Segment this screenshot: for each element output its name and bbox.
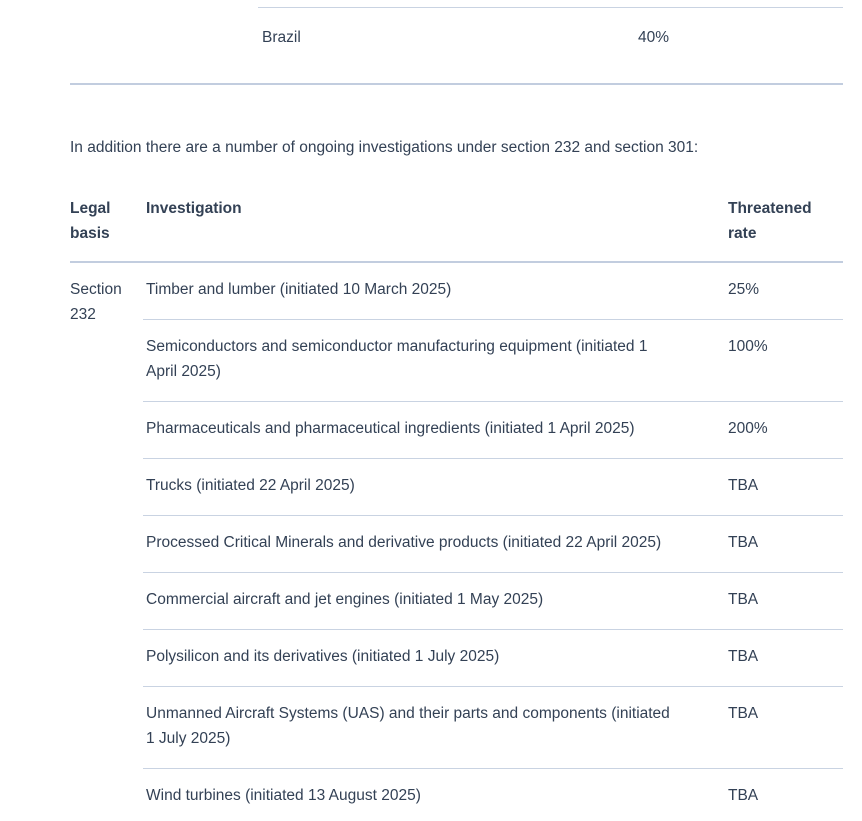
threatened-rate-cell: TBA bbox=[725, 515, 843, 573]
threatened-rate-cell: 200% bbox=[725, 401, 843, 459]
rate-cell: 40% bbox=[634, 7, 843, 84]
intro-paragraph: In addition there are a number of ongoin… bbox=[70, 139, 699, 156]
investigation-cell: Commercial aircraft and jet engines (ini… bbox=[143, 572, 725, 630]
investigation-cell: Trucks (initiated 22 April 2025) bbox=[143, 458, 725, 516]
column-header-legal-basis: Legal basis bbox=[70, 196, 143, 263]
threatened-rate-cell: 25% bbox=[728, 281, 760, 298]
country-rates-empty-cell bbox=[70, 8, 258, 85]
table-row: Brazil 40% bbox=[70, 7, 843, 85]
investigation-cell: Processed Critical Minerals and derivati… bbox=[143, 515, 725, 573]
table-row: Unmanned Aircraft Systems (UAS) and thei… bbox=[70, 686, 843, 769]
document-content: Brazil 40% In addition there are a numbe… bbox=[70, 7, 843, 821]
table-row: Wind turbines (initiated 13 August 2025)… bbox=[70, 768, 843, 821]
investigation-cell: Semiconductors and semiconductor manufac… bbox=[143, 319, 725, 402]
threatened-rate-cell: TBA bbox=[725, 572, 843, 630]
table-row: Commercial aircraft and jet engines (ini… bbox=[70, 572, 843, 630]
threatened-rate-cell: TBA bbox=[725, 458, 843, 516]
country-rates-table: Brazil 40% bbox=[70, 7, 843, 85]
investigation-cell: Timber and lumber (initiated 10 March 20… bbox=[146, 281, 452, 298]
table-row: Semiconductors and semiconductor manufac… bbox=[70, 319, 843, 402]
threatened-rate-cell: 100% bbox=[725, 319, 843, 402]
column-header-investigation: Investigation bbox=[143, 196, 725, 263]
investigation-cell: Wind turbines (initiated 13 August 2025) bbox=[143, 768, 725, 821]
table-header-row: Legal basis Investigation Threatened rat… bbox=[70, 196, 843, 263]
threatened-rate-cell: TBA bbox=[725, 686, 843, 769]
legal-basis-cell: Section 232 bbox=[70, 281, 122, 323]
investigation-cell: Unmanned Aircraft Systems (UAS) and thei… bbox=[143, 686, 725, 769]
column-header-threatened-rate: Threatened rate bbox=[725, 196, 843, 263]
investigation-cell: Pharmaceuticals and pharmaceutical ingre… bbox=[143, 401, 725, 459]
threatened-rate-cell: TBA bbox=[725, 629, 843, 687]
table-row: Section 232 Timber and lumber (initiated … bbox=[70, 262, 843, 323]
table-row: Processed Critical Minerals and derivati… bbox=[70, 515, 843, 573]
threatened-rate-cell: TBA bbox=[725, 768, 843, 821]
table-row: Polysilicon and its derivatives (initiat… bbox=[70, 629, 843, 687]
investigations-table-body: Section 232 Timber and lumber (initiated … bbox=[70, 262, 843, 821]
table-row: Trucks (initiated 22 April 2025) TBA bbox=[70, 458, 843, 516]
investigations-table: Legal basis Investigation Threatened rat… bbox=[70, 196, 843, 821]
country-cell: Brazil bbox=[258, 7, 634, 84]
table-row: Pharmaceuticals and pharmaceutical ingre… bbox=[70, 401, 843, 459]
investigation-cell: Polysilicon and its derivatives (initiat… bbox=[143, 629, 725, 687]
